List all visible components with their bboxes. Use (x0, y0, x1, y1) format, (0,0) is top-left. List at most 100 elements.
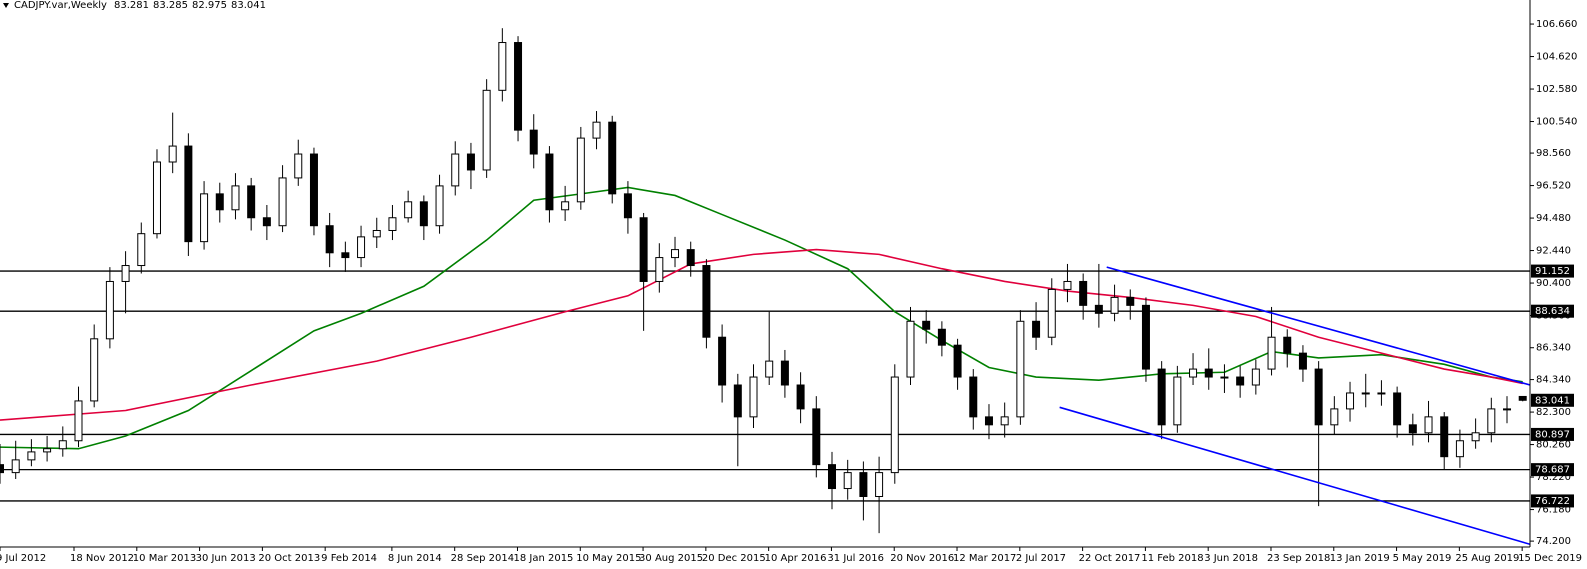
x-tick-label: 3 Jun 2018 (1204, 553, 1258, 564)
candle-body (639, 217, 648, 282)
candle-body (168, 145, 177, 163)
candle-body (1346, 392, 1355, 410)
x-tick-label: 20 Oct 2013 (258, 553, 320, 564)
y-tick-label: 98.560 (1536, 148, 1571, 159)
candle-body (325, 225, 334, 254)
high-value: 83.285 (153, 0, 188, 11)
candle-body (576, 137, 585, 203)
collapse-icon[interactable] (3, 3, 9, 8)
open-value: 83.281 (114, 0, 149, 11)
x-tick-label: 15 Dec 2019 (1518, 553, 1582, 564)
candle-body (372, 229, 381, 238)
level-price-label: 88.634 (1535, 306, 1570, 317)
candle-body (765, 360, 774, 378)
level-price-label: 76.722 (1535, 496, 1570, 507)
plot-area (0, 28, 1530, 546)
y-tick-label: 94.480 (1536, 213, 1571, 224)
x-tick-label: 10 Apr 2016 (765, 553, 827, 564)
x-tick-label: 10 May 2015 (576, 553, 641, 564)
candle-body (733, 384, 742, 418)
trendline (1059, 406, 1530, 546)
x-tick-label: 22 Oct 2017 (1079, 553, 1141, 564)
x-tick-label: 23 Sep 2018 (1267, 553, 1330, 564)
candle-body (1455, 440, 1464, 458)
candle-body (262, 217, 271, 227)
x-tick-label: 8 Jun 2014 (388, 553, 442, 564)
x-tick-label: 13 Jan 2019 (1330, 553, 1390, 564)
candle-body (0, 464, 4, 474)
candle-body (357, 236, 366, 259)
candle-body (906, 320, 915, 378)
x-tick-label: 18 Nov 2012 (70, 553, 134, 564)
candle-body (1408, 424, 1417, 434)
candle-body (27, 451, 36, 461)
y-tick-label: 74.200 (1536, 536, 1571, 547)
candle-body (671, 249, 680, 259)
candle-body (514, 42, 523, 131)
candle-body (1094, 304, 1103, 314)
candle-body (1141, 304, 1150, 370)
candle-body (43, 448, 52, 453)
x-tick-label: 9 Feb 2014 (321, 553, 377, 564)
y-tick-label: 76.180 (1536, 505, 1571, 516)
candle-body (466, 153, 475, 171)
candle-body (592, 121, 601, 139)
level-price-label: 80.897 (1535, 429, 1570, 440)
moving-average (0, 248, 1523, 421)
x-tick-label: 25 Aug 2019 (1455, 553, 1519, 564)
x-tick-label: 20 Nov 2016 (890, 553, 954, 564)
candle-body (105, 280, 114, 340)
level-price-label: 78.687 (1535, 465, 1570, 476)
candle-body (341, 252, 350, 259)
candle-body (1487, 408, 1496, 434)
candle-body (1126, 296, 1135, 306)
candle-body (780, 360, 789, 386)
x-tick-label: 30 Jun 2013 (196, 553, 256, 564)
trendline (1106, 266, 1530, 386)
candle-body (1063, 280, 1072, 290)
candle-body (1016, 320, 1025, 418)
y-tick-label: 106.660 (1536, 19, 1577, 30)
candle-body (1424, 416, 1433, 434)
x-tick-label: 20 Dec 2015 (702, 553, 766, 564)
y-tick-label: 80.260 (1536, 440, 1571, 451)
x-tick-label: 9 Jul 2012 (0, 553, 46, 564)
x-tick-label: 11 Feb 2018 (1141, 553, 1203, 564)
y-tick-label: 86.340 (1536, 343, 1571, 354)
candle-body (1440, 416, 1449, 458)
y-tick-label: 104.620 (1536, 52, 1577, 63)
y-tick-label: 100.540 (1536, 117, 1577, 128)
current-price-box (1531, 393, 1574, 407)
candle-body (1518, 395, 1527, 401)
candle-body (1204, 368, 1213, 378)
level-price-box (1531, 264, 1574, 278)
level-price-box (1531, 494, 1574, 508)
candle-body (90, 338, 99, 402)
candle-body (890, 376, 899, 474)
candle-body (137, 233, 146, 267)
candle-body (545, 153, 554, 211)
x-tick-label: 5 May 2019 (1393, 553, 1452, 564)
candle-body (875, 472, 884, 498)
candle-body (827, 464, 836, 490)
candle-body (58, 440, 67, 450)
candle-body (1361, 392, 1370, 395)
candle-body (200, 193, 209, 243)
candle-body (1079, 280, 1088, 306)
candle-body (435, 185, 444, 227)
candle-body (1283, 336, 1292, 354)
candle-body (1189, 368, 1198, 378)
candle-body (686, 249, 695, 267)
y-tick-label: 82.300 (1536, 407, 1571, 418)
candle-body (1251, 368, 1260, 386)
candle-body (498, 42, 507, 91)
x-tick-label: 2 Jul 2017 (1016, 553, 1066, 564)
level-price-label: 91.152 (1535, 266, 1570, 277)
candle-body (388, 217, 397, 231)
x-tick-label: 31 Jul 2016 (827, 553, 884, 564)
candle-body (561, 201, 570, 211)
candle-body (953, 344, 962, 378)
candle-body (482, 89, 491, 171)
